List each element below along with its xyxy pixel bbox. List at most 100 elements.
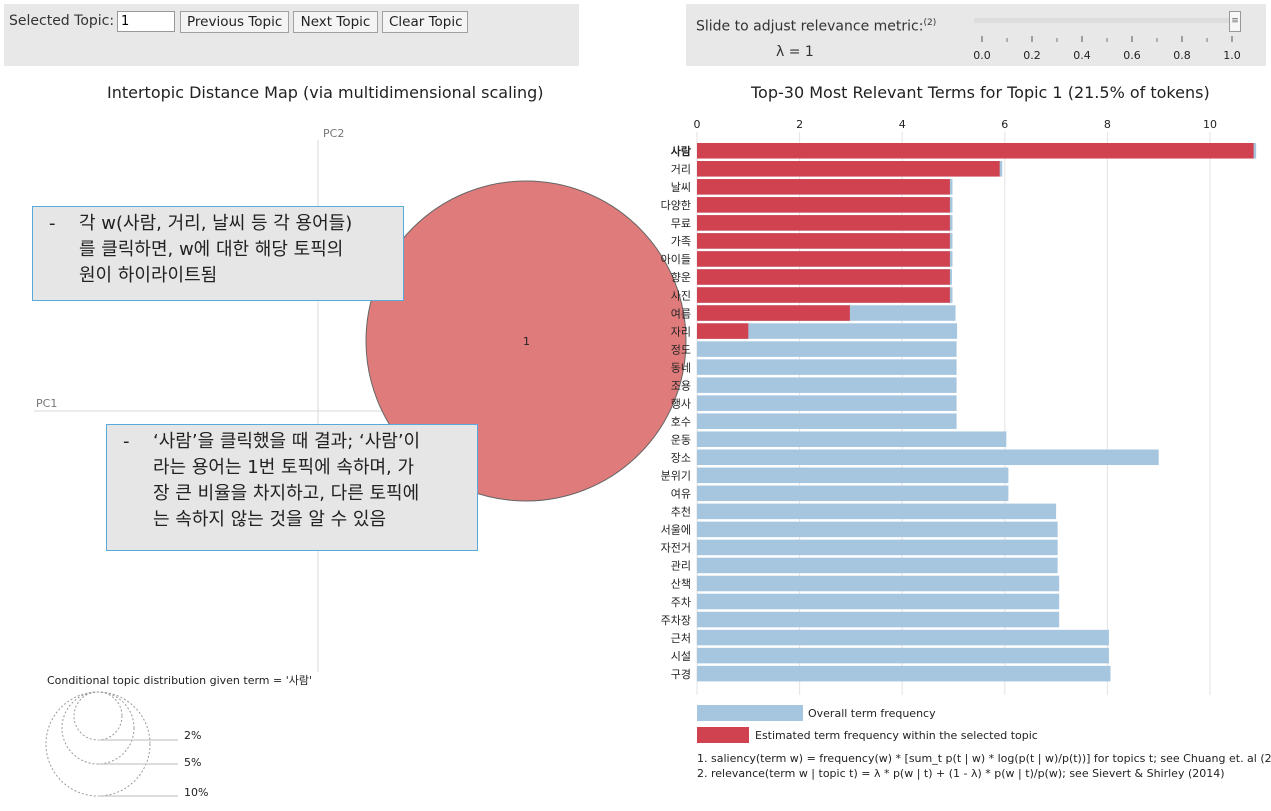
term-label[interactable]: 자전거	[661, 542, 691, 555]
bar-overall[interactable]	[697, 521, 1058, 538]
term-label[interactable]: 가족	[671, 235, 691, 248]
term-label[interactable]: 호수	[671, 415, 691, 428]
slider-tick-label: 1.0	[1223, 49, 1241, 62]
term-label[interactable]: 행사	[671, 397, 691, 410]
x-tick-label: 2	[796, 118, 803, 131]
bar-overall[interactable]	[697, 593, 1060, 610]
slider-tick-label: 0.6	[1123, 49, 1141, 62]
map-title: Intertopic Distance Map (via multidimens…	[107, 83, 544, 102]
term-label[interactable]: 날씨	[671, 181, 691, 194]
bar-topic[interactable]	[697, 179, 950, 195]
next-topic-button[interactable]: Next Topic	[293, 11, 378, 33]
callout-top-dash: -	[49, 213, 56, 234]
term-label[interactable]: 사진	[671, 289, 691, 302]
bar-overall[interactable]	[697, 323, 958, 339]
term-label[interactable]: 운동	[671, 433, 691, 446]
bar-overall[interactable]	[697, 413, 957, 429]
bar-overall[interactable]	[697, 341, 957, 357]
bar-overall[interactable]	[697, 629, 1109, 646]
bar-overall[interactable]	[697, 395, 957, 411]
legend-swatch-topic	[697, 727, 749, 743]
callout-bottom-line: 는 속하지 않는 것을 알 수 있음	[153, 509, 387, 530]
relevance-slider-track[interactable]	[974, 18, 1236, 23]
conditional-distribution-label: Conditional topic distribution given ter…	[47, 674, 312, 687]
bar-topic[interactable]	[697, 161, 1000, 177]
term-label[interactable]: 동네	[671, 361, 691, 374]
topic-circle-1[interactable]	[365, 180, 687, 502]
footnote-saliency: 1. saliency(term w) = frequency(w) * [su…	[697, 752, 1271, 765]
term-label[interactable]: 주차장	[661, 614, 691, 627]
bar-overall[interactable]	[697, 377, 957, 393]
slider-tick-label: 0.0	[973, 49, 991, 62]
term-label[interactable]: 정도	[671, 343, 691, 356]
bar-topic[interactable]	[697, 215, 950, 231]
slider-tick-label: 0.4	[1073, 49, 1091, 62]
term-label[interactable]: 여름	[671, 307, 691, 320]
term-label[interactable]: 자리	[671, 325, 691, 338]
size-legend-2: 2%	[184, 729, 201, 742]
term-label[interactable]: 추천	[671, 505, 691, 519]
term-label[interactable]: 근처	[671, 632, 691, 645]
x-tick-label: 10	[1203, 118, 1217, 131]
relevance-label: Slide to adjust relevance metric:(2)	[696, 18, 937, 35]
term-label[interactable]: 구경	[671, 668, 691, 681]
bar-overall[interactable]	[697, 665, 1111, 682]
legend-label-topic: Estimated term frequency within the sele…	[755, 729, 1038, 742]
bar-overall[interactable]	[697, 359, 957, 375]
bar-overall[interactable]	[697, 647, 1109, 664]
clear-topic-button[interactable]: Clear Topic	[382, 11, 468, 33]
term-label[interactable]: 사람	[671, 144, 691, 158]
term-label[interactable]: 주차	[671, 596, 691, 609]
bar-topic[interactable]	[697, 251, 950, 267]
bar-overall[interactable]	[697, 449, 1159, 466]
term-label[interactable]: 산책	[671, 578, 691, 591]
term-label[interactable]: 장소	[671, 452, 691, 465]
callout-top-line: 원이 하이라이트됨	[79, 265, 218, 286]
bar-topic[interactable]	[697, 323, 749, 339]
term-label[interactable]: 향운	[671, 271, 691, 284]
callout-top-line: 를 클릭하면, w에 대한 해당 토픽의	[79, 239, 344, 260]
callout-top-line: 각 w(사람, 거리, 날씨 등 각 용어들)	[79, 213, 353, 234]
term-label[interactable]: 여유	[671, 488, 691, 501]
bar-overall[interactable]	[697, 575, 1060, 592]
lambda-readout: λ = 1	[776, 44, 814, 60]
term-label[interactable]: 거리	[671, 163, 691, 176]
footnote-relevance: 2. relevance(term w | topic t) = λ * p(w…	[697, 767, 1225, 780]
size-legend-5: 5%	[184, 756, 201, 769]
selected-topic-input[interactable]	[117, 11, 175, 32]
term-label[interactable]: 다양한	[661, 199, 691, 212]
topic-control-panel: Selected Topic: Previous Topic Next Topi…	[4, 4, 579, 66]
callout-bottom-line: 라는 용어는 1번 토픽에 속하며, 가	[153, 457, 415, 478]
term-label[interactable]: 조용	[671, 379, 691, 392]
bar-topic[interactable]	[697, 233, 950, 249]
bar-topic[interactable]	[697, 305, 850, 321]
term-label[interactable]: 무료	[671, 217, 691, 230]
bar-overall[interactable]	[697, 539, 1058, 556]
term-label[interactable]: 아이들	[661, 253, 691, 266]
bar-overall[interactable]	[697, 503, 1057, 520]
bar-overall[interactable]	[697, 611, 1060, 628]
bar-overall[interactable]	[697, 557, 1058, 574]
bar-overall[interactable]	[697, 485, 1009, 502]
term-label[interactable]: 관리	[671, 560, 691, 573]
pc2-label: PC2	[323, 127, 344, 140]
slider-tick-label: 0.2	[1023, 49, 1041, 62]
callout-bottom-line: ‘사람’을 클릭했을 때 결과; ‘사람’이	[153, 431, 421, 452]
bar-topic[interactable]	[697, 269, 950, 285]
term-label[interactable]: 서울에	[661, 524, 691, 537]
bar-overall[interactable]	[697, 467, 1009, 484]
term-label[interactable]: 분위기	[661, 470, 691, 483]
chart-title: Top-30 Most Relevant Terms for Topic 1 (…	[751, 83, 1210, 102]
bar-topic[interactable]	[697, 197, 950, 213]
relevance-panel: Slide to adjust relevance metric:(2) λ =…	[686, 4, 1266, 66]
slider-axis: 0.0 0.2 0.4 0.6 0.8 1.0	[973, 36, 1241, 62]
bar-topic[interactable]	[697, 287, 950, 303]
bar-overall[interactable]	[697, 431, 1007, 448]
callout-bottom: - ‘사람’을 클릭했을 때 결과; ‘사람’이 라는 용어는 1번 토픽에 속…	[106, 424, 478, 551]
previous-topic-button[interactable]: Previous Topic	[180, 11, 289, 33]
callout-bottom-dash: -	[123, 431, 130, 452]
term-label[interactable]: 시설	[671, 650, 691, 663]
bar-topic[interactable]	[697, 143, 1254, 159]
relevance-slider-thumb[interactable]: ≡	[1229, 11, 1241, 32]
